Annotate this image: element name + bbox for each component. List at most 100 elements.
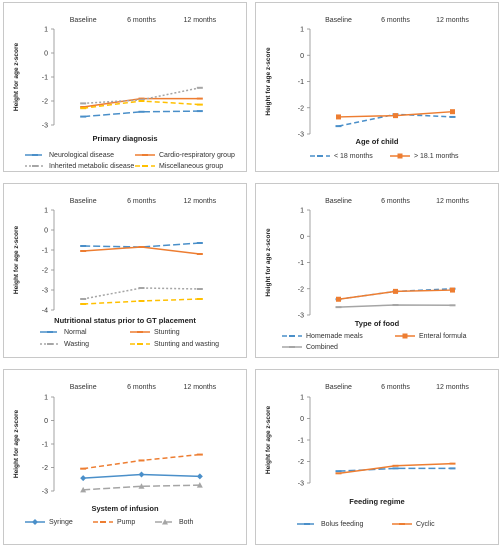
x-category-label: Baseline: [70, 384, 97, 391]
chart-panel-primary-diagnosis: 1 0 -1 -2 -3 Baseline 6 months 12 months Height …: [3, 2, 247, 172]
y-tick-label: -2: [298, 459, 304, 466]
y-axis-title: Height for age z-score: [265, 47, 272, 116]
x-category-label: 12 months: [436, 17, 469, 24]
legend: Neurological disease Cardio-respiratory g…: [4, 3, 246, 171]
y-tick-label: -1: [42, 75, 48, 82]
legend-marker: [162, 519, 168, 525]
legend-item: Neurological disease: [24, 151, 114, 159]
legend: < 18 months > 18.1 months: [256, 3, 498, 171]
legend-item: Wasting: [39, 340, 89, 348]
legend-label: Wasting: [64, 340, 90, 348]
chart-svg: 1 0 -1 -2 -3 Baseline 6 months 12 months Height …: [265, 198, 469, 328]
legend-label: Bolus feeding: [321, 520, 364, 528]
chart-title: Type of food: [355, 319, 400, 328]
legend-label: Inherited metabolic disease: [49, 162, 135, 170]
y-tick-label: 1: [300, 27, 304, 34]
x-category-label: 6 months: [381, 17, 410, 24]
legend-label: Combined: [306, 343, 338, 351]
legend-label: Neurological disease: [49, 151, 114, 159]
chart-svg: 1 0 -1 -2 -3 Baseline 6 months 12 months Height …: [13, 384, 217, 513]
legend-label: Homemade meals: [306, 332, 363, 340]
legend-swatch: [130, 343, 150, 345]
x-category-label: 6 months: [381, 198, 410, 205]
legend: Normal Stunting Wasting Stunting and wastin…: [4, 184, 246, 357]
legend-swatch: [395, 333, 415, 339]
data-point-18-1-months: [336, 114, 341, 120]
y-tick-label: 0: [300, 416, 304, 423]
data-point-enteral-formula: [450, 287, 455, 293]
chart-svg: 1 0 -1 -2 -3 -4 Baseline 6 months 12 months Heigh…: [13, 198, 217, 325]
legend-item: > 18.1 months: [389, 152, 459, 160]
x-category-label: Baseline: [70, 198, 97, 205]
legend-item: Stunting and wasting: [129, 340, 219, 348]
data-point-18-1-months: [450, 109, 455, 115]
chart-title: Primary diagnosis: [92, 134, 157, 143]
y-tick-label: -3: [298, 132, 304, 139]
y-axis-title: Height for age z-score: [13, 42, 20, 111]
x-category-label: 12 months: [436, 198, 469, 205]
chart-title: System of infusion: [91, 504, 159, 513]
legend-label: Enteral formula: [419, 332, 467, 340]
y-tick-label: -4: [42, 308, 48, 315]
legend-item: Both: [154, 518, 193, 526]
legend-label: Cyclic: [416, 520, 435, 528]
y-tick-label: 1: [44, 27, 48, 34]
legend-label: Cardio-respiratory group: [159, 151, 235, 159]
legend-item: Bolus feeding: [296, 520, 363, 528]
legend-label: Syringe: [49, 518, 73, 526]
x-category-label: 6 months: [127, 17, 156, 24]
legend-swatch: [93, 521, 113, 523]
legend-item: Stunting: [129, 328, 180, 336]
legend-item: Normal: [39, 328, 87, 336]
chart-panel-age-of-child: 1 0 -1 -2 -3 Baseline 6 months 12 months Height …: [255, 2, 499, 172]
y-tick-label: -2: [42, 268, 48, 275]
legend: Homemade meals Enteral formula Combined: [256, 184, 498, 357]
chart-title: Nutritional status prior to GT placement: [54, 316, 196, 325]
y-axis-title: Height for age z-score: [13, 409, 20, 478]
legend-label: Stunting: [154, 328, 180, 336]
legend-swatch: [390, 153, 410, 159]
data-point-syringe: [80, 475, 87, 482]
legend-marker: [397, 153, 403, 159]
legend-item: Syringe: [24, 518, 73, 526]
legend-label: Both: [179, 518, 194, 526]
legend-swatch: [25, 165, 45, 167]
chart-svg: 1 0 -1 -2 -3 Baseline 6 months 12 months Height …: [265, 384, 469, 506]
legend-label: Miscellaneous group: [159, 162, 224, 170]
legend-swatch: [297, 523, 317, 525]
legend-item: Cardio-respiratory group: [134, 151, 235, 159]
data-point-both: [196, 482, 203, 488]
legend-swatch: [135, 165, 155, 167]
y-tick-label: -1: [298, 260, 304, 267]
data-point-both: [138, 483, 145, 489]
legend-swatch: [282, 335, 302, 337]
legend-item: Miscellaneous group: [134, 162, 223, 170]
legend-label: Pump: [117, 518, 136, 526]
y-tick-label: -3: [42, 288, 48, 295]
y-tick-label: 0: [44, 51, 48, 58]
legend-swatch: [282, 346, 302, 348]
data-point-syringe: [138, 471, 145, 478]
legend-label: < 18 months: [334, 152, 373, 160]
y-tick-label: -1: [42, 442, 48, 449]
series-line-bolus-feeding: [338, 467, 453, 472]
legend-label: > 18.1 months: [414, 152, 459, 160]
y-axis-title: Height for age z-score: [13, 225, 20, 294]
y-tick-label: 0: [300, 53, 304, 60]
x-category-label: 12 months: [436, 384, 469, 391]
y-tick-label: 1: [300, 208, 304, 215]
x-category-label: Baseline: [325, 17, 352, 24]
chart-panel-nutritional-status: 1 0 -1 -2 -3 -4 Baseline 6 months 12 months Heigh…: [3, 183, 247, 358]
y-tick-label: 1: [300, 395, 304, 402]
legend-item: < 18 months: [309, 152, 373, 160]
legend-label: Stunting and wasting: [154, 340, 219, 348]
chart-title: Age of child: [356, 137, 399, 146]
legend-item: Enteral formula: [394, 332, 466, 340]
legend-item: Homemade meals: [281, 332, 363, 340]
data-point-enteral-formula: [336, 296, 341, 302]
legend-swatch: [310, 155, 330, 157]
y-tick-label: 0: [300, 234, 304, 241]
y-tick-label: 1: [44, 395, 48, 402]
y-tick-label: -2: [298, 105, 304, 112]
